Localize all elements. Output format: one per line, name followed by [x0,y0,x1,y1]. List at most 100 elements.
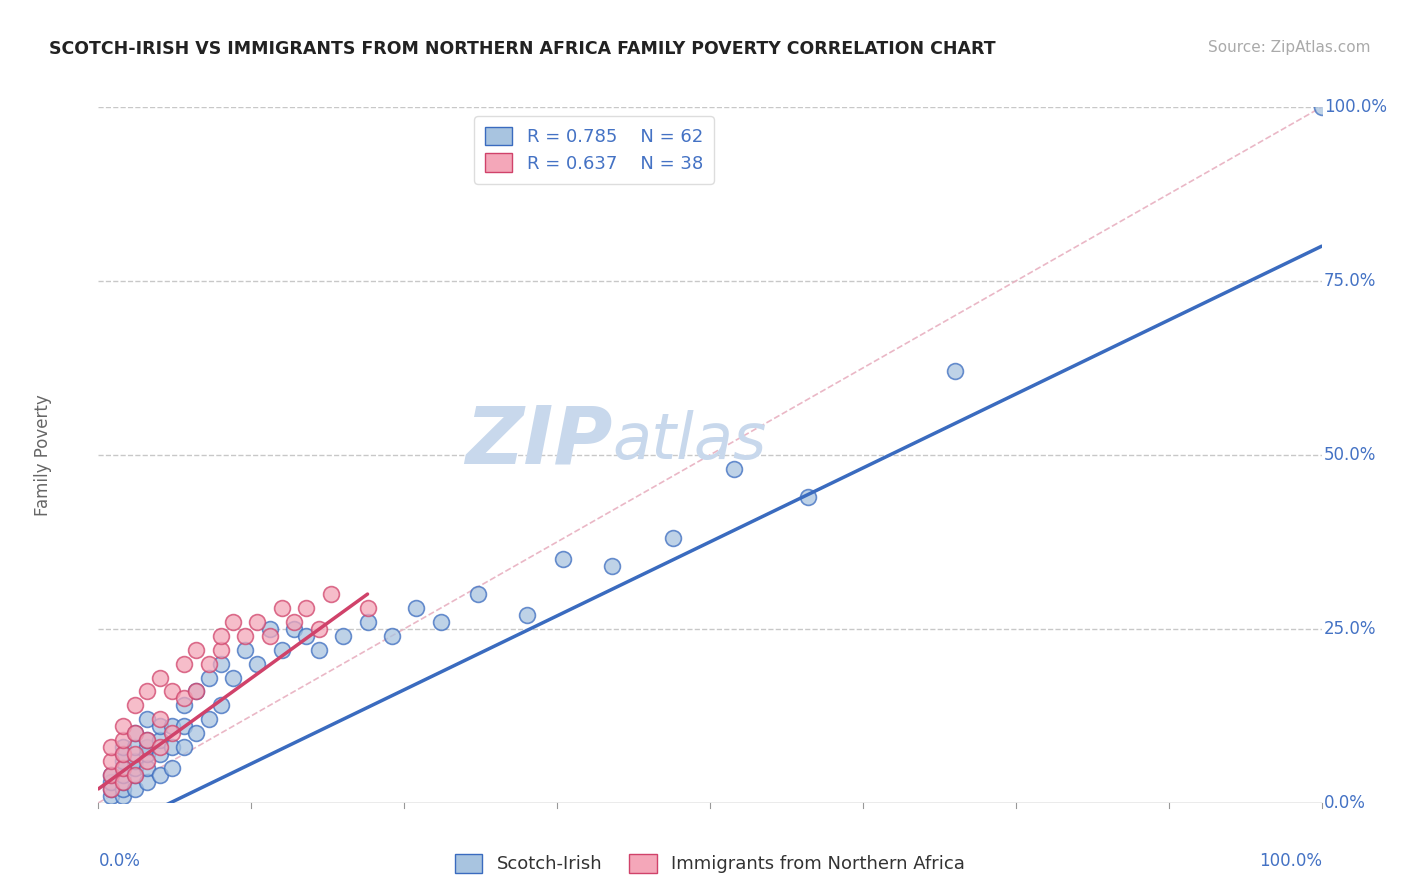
Point [246,615,269,629]
Point [186,684,208,698]
Point [381,629,404,643]
Point [111,754,134,768]
Point [124,740,146,755]
Text: 25.0%: 25.0% [1324,620,1376,638]
Point [259,629,281,643]
Point [308,642,330,657]
Point [111,789,134,803]
Point [222,671,245,685]
Point [405,601,427,615]
Point [515,607,537,622]
Point [124,781,146,796]
Legend: Scotch-Irish, Immigrants from Northern Africa: Scotch-Irish, Immigrants from Northern A… [444,843,976,884]
Point [270,601,294,615]
Point [111,768,134,782]
Point [136,712,159,726]
Point [553,552,575,566]
Point [100,781,122,796]
Point [222,615,245,629]
Point [149,733,172,747]
Point [136,733,159,747]
Point [173,698,195,713]
Point [723,462,745,476]
Point [467,587,489,601]
Point [136,754,159,768]
Point [160,740,183,755]
Point [186,726,208,740]
Point [100,775,122,789]
Point [319,587,342,601]
Point [124,747,146,761]
Point [100,768,122,782]
Point [173,691,195,706]
Point [136,740,159,755]
Point [270,642,294,657]
Point [283,622,305,636]
Point [136,733,159,747]
Point [797,490,820,504]
Point [111,761,134,775]
Point [160,726,183,740]
Point [209,698,232,713]
Point [124,726,146,740]
Point [173,740,195,755]
Point [111,775,134,789]
Point [186,684,208,698]
Point [197,657,219,671]
Point [124,754,146,768]
Point [111,747,134,761]
Point [233,629,256,643]
Point [149,747,172,761]
Point [124,698,146,713]
Text: 100.0%: 100.0% [1324,98,1388,116]
Point [100,740,122,755]
Point [149,740,172,755]
Point [308,622,330,636]
Point [295,629,318,643]
Point [160,761,183,775]
Point [259,622,281,636]
Point [136,684,159,698]
Point [149,712,172,726]
Text: Family Poverty: Family Poverty [34,394,52,516]
Point [1310,100,1333,114]
Point [295,601,318,615]
Point [149,768,172,782]
Point [332,629,354,643]
Point [943,364,966,378]
Point [209,629,232,643]
Text: ZIP: ZIP [465,402,612,480]
Text: 100.0%: 100.0% [1258,852,1322,870]
Text: atlas: atlas [612,410,766,472]
Text: SCOTCH-IRISH VS IMMIGRANTS FROM NORTHERN AFRICA FAMILY POVERTY CORRELATION CHART: SCOTCH-IRISH VS IMMIGRANTS FROM NORTHERN… [49,40,995,58]
Point [124,726,146,740]
Point [149,671,172,685]
Point [100,781,122,796]
Point [160,719,183,733]
Point [662,532,685,546]
Point [173,657,195,671]
Text: 75.0%: 75.0% [1324,272,1376,290]
Text: 50.0%: 50.0% [1324,446,1376,464]
Text: Source: ZipAtlas.com: Source: ZipAtlas.com [1208,40,1371,55]
Text: 0.0%: 0.0% [1324,794,1367,812]
Point [197,712,219,726]
Point [136,775,159,789]
Point [124,761,146,775]
Point [100,754,122,768]
Point [283,615,305,629]
Point [111,719,134,733]
Point [209,642,232,657]
Text: 0.0%: 0.0% [98,852,141,870]
Point [100,789,122,803]
Point [100,768,122,782]
Point [124,768,146,782]
Point [160,684,183,698]
Point [186,642,208,657]
Point [197,671,219,685]
Point [233,642,256,657]
Point [149,719,172,733]
Point [111,740,134,755]
Point [136,747,159,761]
Point [356,615,378,629]
